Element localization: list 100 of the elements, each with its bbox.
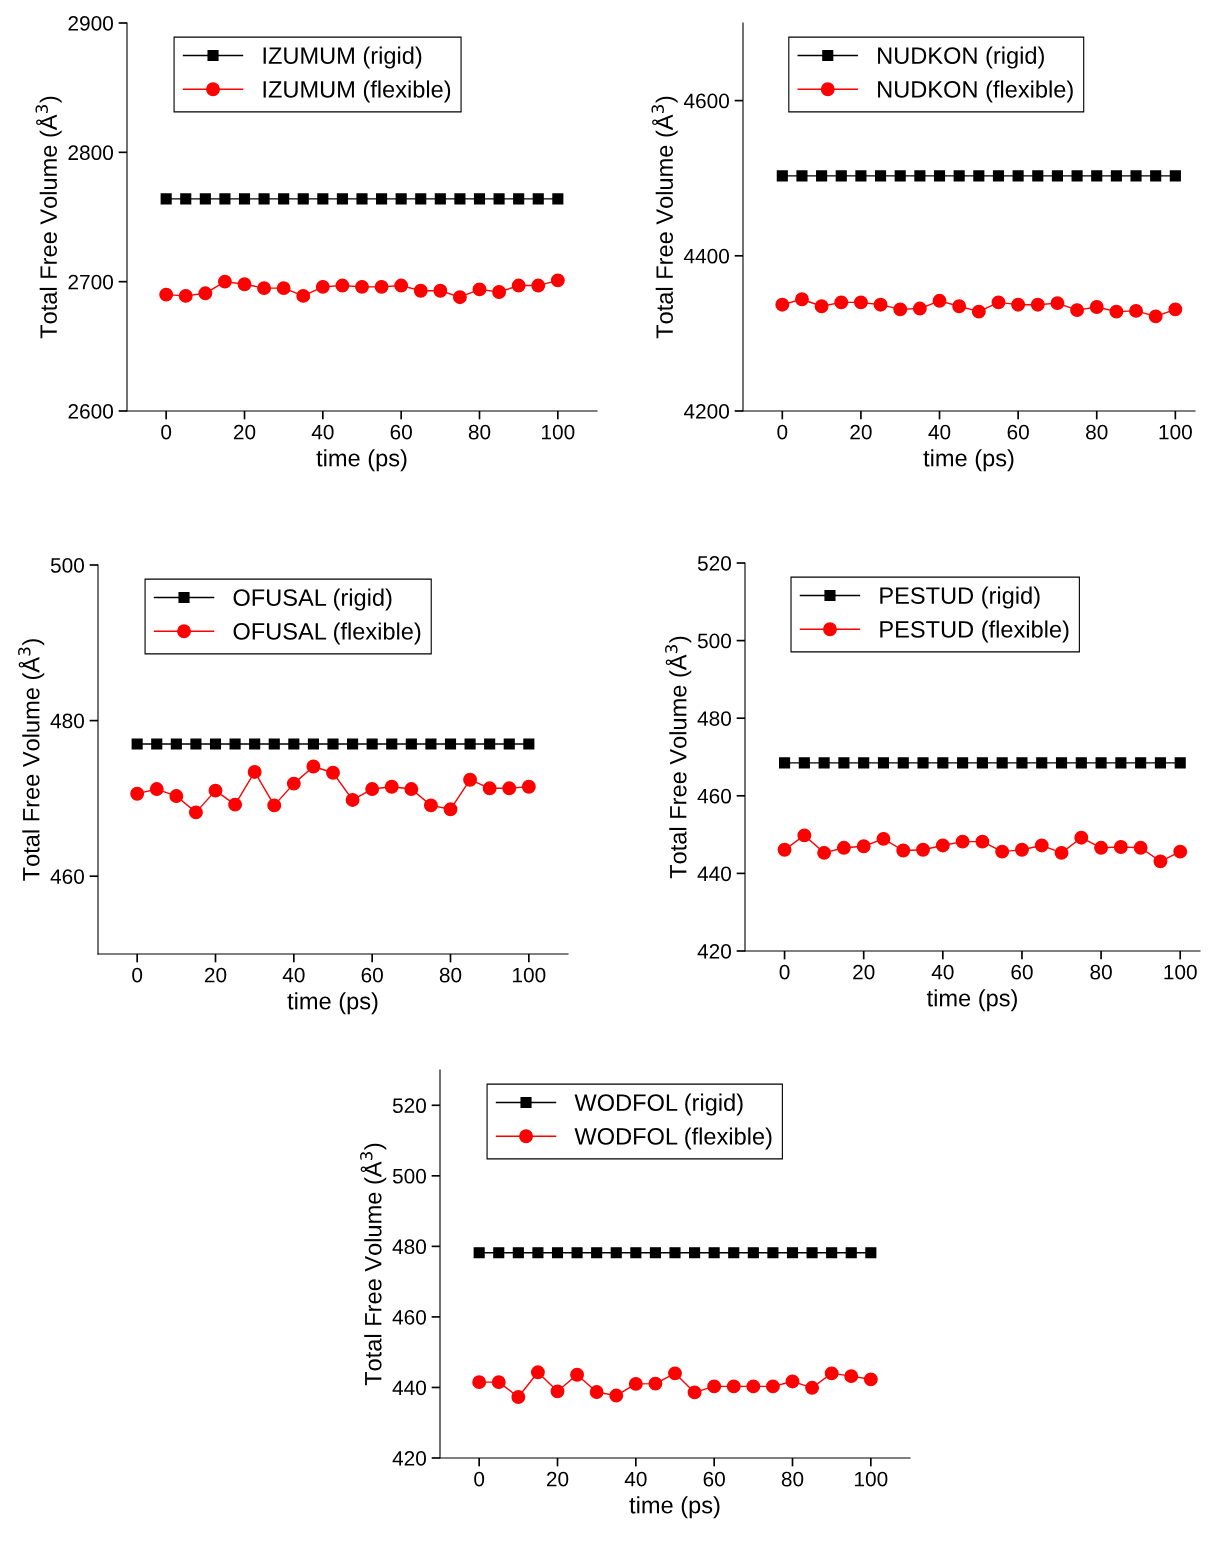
y-tick-label: 480 [392,1239,426,1255]
point [785,1374,800,1389]
x-tick-label: 80 [468,424,491,440]
point [532,1247,544,1259]
point [873,297,888,312]
point [413,283,428,298]
point [1094,840,1109,855]
point [472,282,487,297]
point [531,278,546,293]
point [336,193,348,205]
x-tick-label: 20 [546,1471,569,1487]
point [1095,757,1107,769]
point [826,1247,838,1259]
x-tick-label: 40 [311,424,334,440]
point [1173,844,1188,859]
point [278,193,290,205]
point [425,738,437,750]
point [844,1369,859,1384]
point [708,1247,720,1259]
point [288,738,300,750]
x-tick-label: 100 [513,967,546,983]
point [178,288,193,303]
point [806,1247,818,1259]
point [326,765,340,780]
point [491,1375,506,1390]
point [551,1247,564,1259]
y-tick-label: 4400 [683,248,729,264]
point [190,738,202,750]
point [991,295,1006,310]
point [875,170,887,182]
point [511,1390,526,1404]
x-tick-label: 0 [474,1471,485,1487]
point [1174,757,1186,769]
x-tick-label: 20 [853,964,875,980]
point [405,738,417,750]
point [532,193,544,205]
point [511,278,526,293]
point [376,193,388,205]
y-tick-label: 440 [392,1380,426,1396]
y-tick-label: 460 [50,869,84,884]
point [897,757,909,769]
point [198,286,213,301]
y-tick-label: 480 [50,713,84,729]
point [550,273,565,288]
point [746,1379,761,1394]
point [1030,297,1045,312]
point [1012,170,1024,182]
x-tick-label: 20 [233,424,256,440]
point [484,738,496,750]
point [776,170,788,182]
y-tick-label: 2800 [68,145,113,161]
point [1051,170,1063,182]
point [482,781,497,796]
point [1168,302,1183,317]
point [1113,840,1128,854]
point [877,757,890,769]
point [463,772,478,787]
x-tick-label: 60 [390,424,412,440]
point [208,783,223,798]
point [786,1247,799,1259]
x-tick-label: 80 [1090,964,1112,980]
point [267,798,282,813]
point [1050,296,1065,311]
point [159,287,174,302]
point [247,765,262,779]
point [1074,830,1089,845]
point [814,299,829,314]
point [249,738,261,750]
point [444,738,457,750]
point [160,193,172,205]
point [1036,757,1048,769]
point [374,279,389,294]
legend-label: OFUSAL (flexible) [233,622,421,645]
x-tick-label: 80 [439,967,462,983]
point [609,1388,624,1403]
x-axis-title: time (ps) [316,449,407,472]
x-tick-label: 0 [779,964,790,980]
point [1135,757,1147,769]
point [917,757,929,769]
y-tick-label: 2900 [68,16,113,31]
x-tick-label: 40 [624,1471,647,1487]
point [865,1247,877,1259]
point [630,1247,642,1259]
point [512,1247,524,1259]
point [384,779,399,794]
point [502,781,517,796]
y-axis-title: Total Free Volume (Å$^{3}$) [18,639,45,881]
x-tick-label: 100 [1164,964,1197,980]
point [777,842,792,857]
point [805,1380,820,1395]
point [1110,170,1122,182]
point [628,1376,643,1391]
y-tick-label: 440 [697,866,731,882]
point [1091,170,1103,182]
legend-label: IZUMUM (flexible) [263,80,451,103]
legend-label: WODFOL (flexible) [574,1127,772,1150]
point [472,1375,487,1390]
point [933,170,946,182]
point [434,193,446,205]
legend-label: PESTUD (flexible) [880,620,1069,643]
